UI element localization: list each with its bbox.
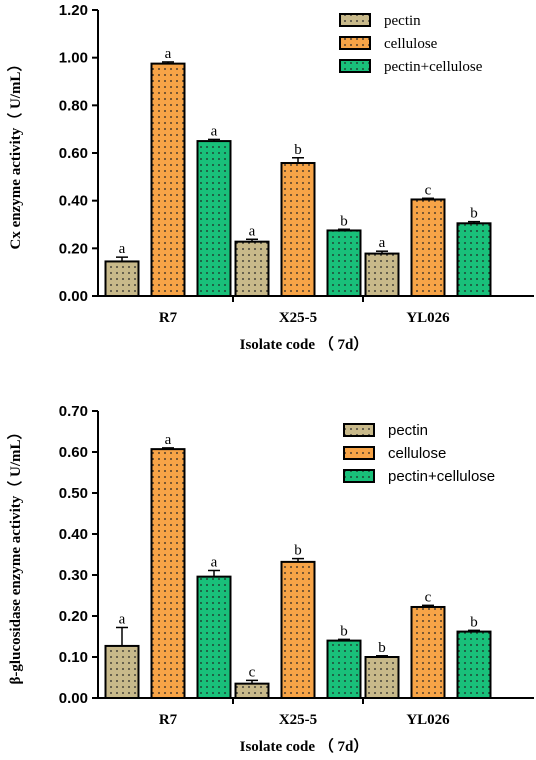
bar-pectin-cellulose [456, 630, 492, 700]
legend-label-pectin: pectin [384, 13, 421, 29]
bar-pectin [364, 252, 400, 297]
significance-label: b [470, 614, 478, 630]
bar-pectin-cellulose [196, 575, 232, 700]
x-tick-label: YL026 [406, 712, 450, 728]
legend-label-pectin-cellulose: pectin+cellulose [384, 59, 483, 75]
cx-enzyme-chart: 0.00 0.20 0.40 0.60 0.80 1.00 1.20 R7 X25-5 YL026… [6, 2, 534, 353]
bar-pectin-cellulose [456, 222, 492, 297]
significance-label: b [294, 543, 302, 559]
legend-label-cellulose: cellulose [388, 445, 446, 462]
bar-pectin [364, 656, 400, 699]
significance-label: c [249, 664, 256, 680]
x-tick-label: X25-5 [279, 310, 317, 326]
x-axis-label: Isolate code （ 7d） [240, 737, 369, 755]
significance-label: b [378, 640, 386, 656]
legend-label-pectin-cellulose: pectin+cellulose [388, 468, 495, 485]
legend-label-cellulose: cellulose [384, 36, 438, 52]
significance-label: b [340, 623, 348, 639]
bar-pectin [234, 682, 270, 700]
glucosidase-enzyme-chart: 0.00 0.10 0.20 0.30 0.40 0.50 0.60 0.70 R7 X25-5 Y… [6, 403, 534, 755]
bar-cellulose [280, 560, 316, 699]
y-tick-label: 0.80 [59, 97, 88, 114]
bar-pectin-cellulose [326, 229, 362, 297]
y-tick-label: 1.00 [59, 50, 88, 67]
y-tick-label: 0.00 [59, 288, 88, 305]
y-tick-label: 0.70 [59, 403, 88, 420]
legend-swatch-cellulose [343, 446, 375, 460]
significance-label: a [119, 241, 126, 257]
significance-label: c [425, 182, 432, 198]
legend-swatch-pectin [339, 13, 371, 27]
x-tick-label: R7 [159, 310, 178, 326]
y-tick-label: 0.00 [59, 690, 88, 707]
legend-swatch-cellulose [339, 36, 371, 50]
bar-cellulose [410, 198, 446, 298]
significance-label: a [119, 611, 126, 627]
bar-cellulose [150, 448, 186, 699]
significance-label: c [425, 589, 432, 605]
bar-pectin [104, 260, 140, 298]
bar-pectin [234, 240, 270, 298]
bar-cellulose [150, 62, 186, 297]
x-tick-label: R7 [159, 712, 178, 728]
significance-label: a [165, 432, 172, 448]
y-tick-label: 0.20 [59, 608, 88, 625]
bar-pectin [104, 644, 140, 699]
bar-pectin-cellulose [326, 639, 362, 699]
significance-label: a [211, 554, 218, 570]
bar-cellulose [280, 162, 316, 297]
y-tick-label: 0.60 [59, 444, 88, 461]
y-tick-label: 0.40 [59, 526, 88, 543]
x-tick-label: X25-5 [279, 712, 317, 728]
legend-label-pectin: pectin [388, 422, 428, 439]
legend-swatch-pectin [343, 423, 375, 437]
y-axis-label: β-glucosidase enzyme activity（ U/mL） [6, 425, 24, 685]
y-tick-label: 0.20 [59, 240, 88, 257]
x-axis-label: Isolate code （ 7d） [240, 335, 369, 353]
y-axis-label: Cx enzyme activity（ U/mL） [6, 57, 24, 250]
significance-label: a [379, 235, 386, 251]
y-tick-label: 0.30 [59, 567, 88, 584]
legend-swatch-pectin-cellulose [343, 469, 375, 483]
significance-label: b [340, 213, 348, 229]
bar-cellulose [410, 605, 446, 699]
significance-label: b [294, 142, 302, 158]
y-tick-label: 0.50 [59, 485, 88, 502]
significance-label: a [165, 46, 172, 62]
bar-pectin-cellulose [196, 140, 232, 297]
significance-label: b [470, 206, 478, 222]
significance-label: a [249, 223, 256, 239]
y-tick-label: 0.40 [59, 193, 88, 210]
y-tick-label: 0.10 [59, 649, 88, 666]
x-tick-label: YL026 [406, 310, 450, 326]
significance-label: a [211, 123, 218, 139]
y-tick-label: 0.60 [59, 145, 88, 162]
legend-swatch-pectin-cellulose [339, 59, 371, 73]
y-tick-label: 1.20 [59, 2, 88, 19]
